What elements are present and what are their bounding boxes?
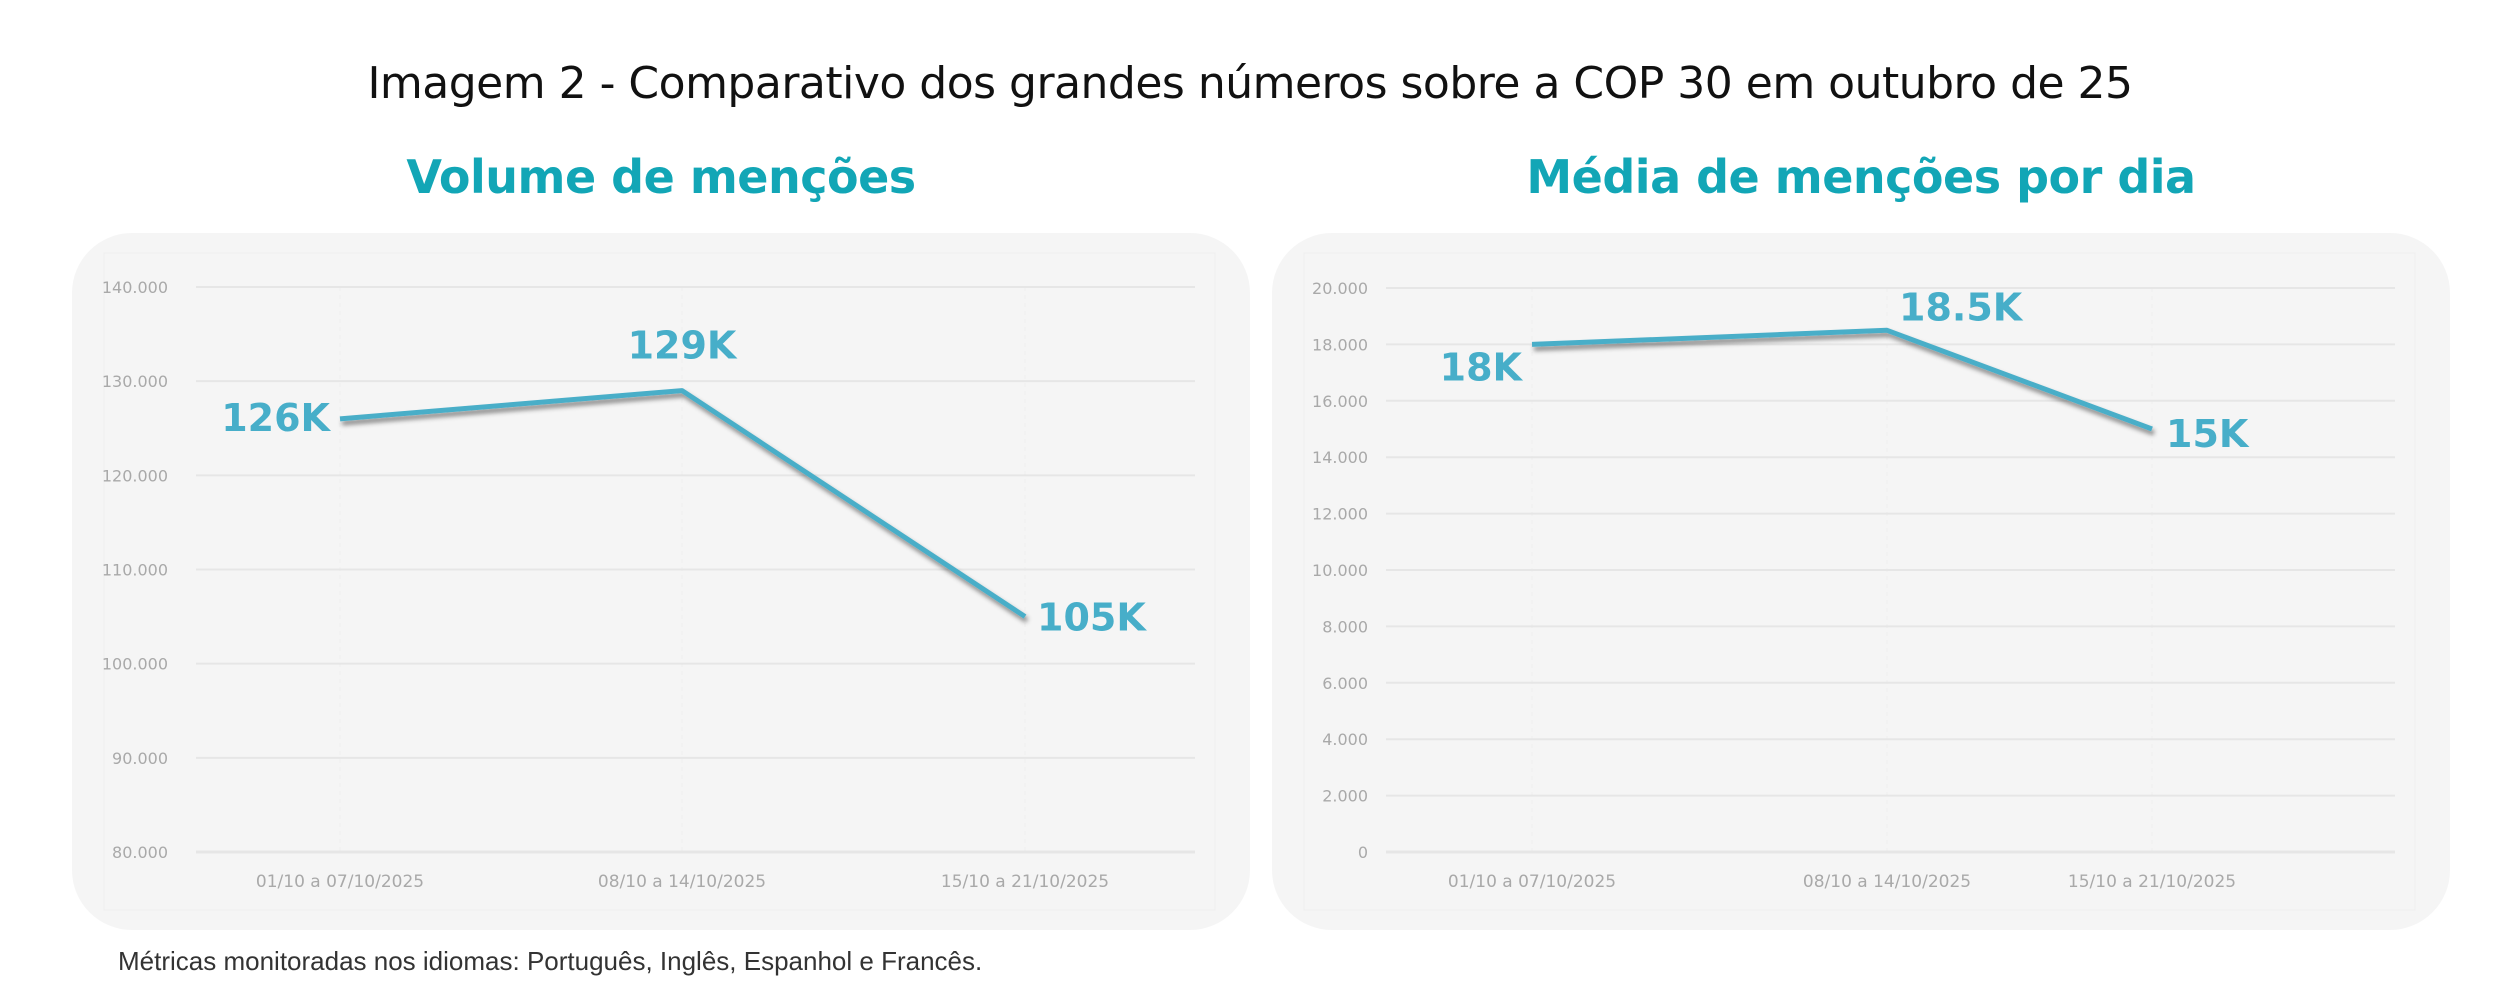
- data-label: 15K: [2166, 412, 2250, 456]
- y-tick-label: 130.000: [102, 372, 168, 391]
- data-label: 18K: [1440, 345, 1524, 389]
- chart-card-volume: 80.000 90.000 100.000 110.000 120.000 130.000…: [72, 233, 1250, 930]
- figure-title: Imagem 2 - Comparativo dos grandes númer…: [367, 58, 2133, 109]
- y-tick-label: 80.000: [112, 843, 168, 862]
- line-chart-daily-average: 0 2.000 4.000 6.000 8.000 10.000 12.000 14.000 1…: [1303, 252, 2416, 911]
- y-tick-label: 0: [1358, 843, 1368, 862]
- y-tick-label: 100.000: [102, 655, 168, 674]
- y-tick-label: 14.000: [1312, 448, 1368, 467]
- y-tick-label: 8.000: [1322, 617, 1368, 636]
- x-tick-label: 15/10 a 21/10/2025: [941, 872, 1109, 892]
- footnote: Métricas monitoradas nos idiomas: Portug…: [118, 946, 983, 976]
- x-tick-label: 08/10 a 14/10/2025: [598, 872, 766, 892]
- x-tick-label: 15/10 a 21/10/2025: [2068, 872, 2236, 892]
- chart-title-volume: Volume de menções: [406, 150, 916, 204]
- y-tick-label: 20.000: [1312, 279, 1368, 298]
- y-tick-label: 18.000: [1312, 335, 1368, 354]
- y-tick-label: 16.000: [1312, 392, 1368, 411]
- plot-frame: [103, 252, 1216, 911]
- line-chart-volume: 80.000 90.000 100.000 110.000 120.000 130.000…: [102, 252, 1216, 911]
- data-label: 126K: [221, 396, 331, 440]
- y-tick-label: 4.000: [1322, 730, 1368, 749]
- y-tick-label: 120.000: [102, 466, 168, 485]
- y-tick-label: 6.000: [1322, 674, 1368, 693]
- x-tick-label: 01/10 a 07/10/2025: [1448, 872, 1616, 892]
- y-tick-label: 2.000: [1322, 787, 1368, 806]
- data-label: 105K: [1037, 596, 1147, 640]
- data-label: 129K: [628, 324, 738, 368]
- x-tick-label: 01/10 a 07/10/2025: [256, 872, 424, 892]
- y-tick-label: 110.000: [102, 561, 168, 580]
- x-tick-label: 08/10 a 14/10/2025: [1803, 872, 1971, 892]
- y-tick-label: 90.000: [112, 749, 168, 768]
- chart-title-daily-average: Média de menções por dia: [1526, 150, 2196, 204]
- plot-frame: [1303, 252, 2416, 911]
- y-tick-label: 10.000: [1312, 561, 1368, 580]
- data-label: 18.5K: [1899, 285, 2024, 329]
- y-tick-label: 12.000: [1312, 505, 1368, 524]
- chart-card-daily-average: 0 2.000 4.000 6.000 8.000 10.000 12.000 14.000 1…: [1272, 233, 2450, 930]
- y-tick-label: 140.000: [102, 278, 168, 297]
